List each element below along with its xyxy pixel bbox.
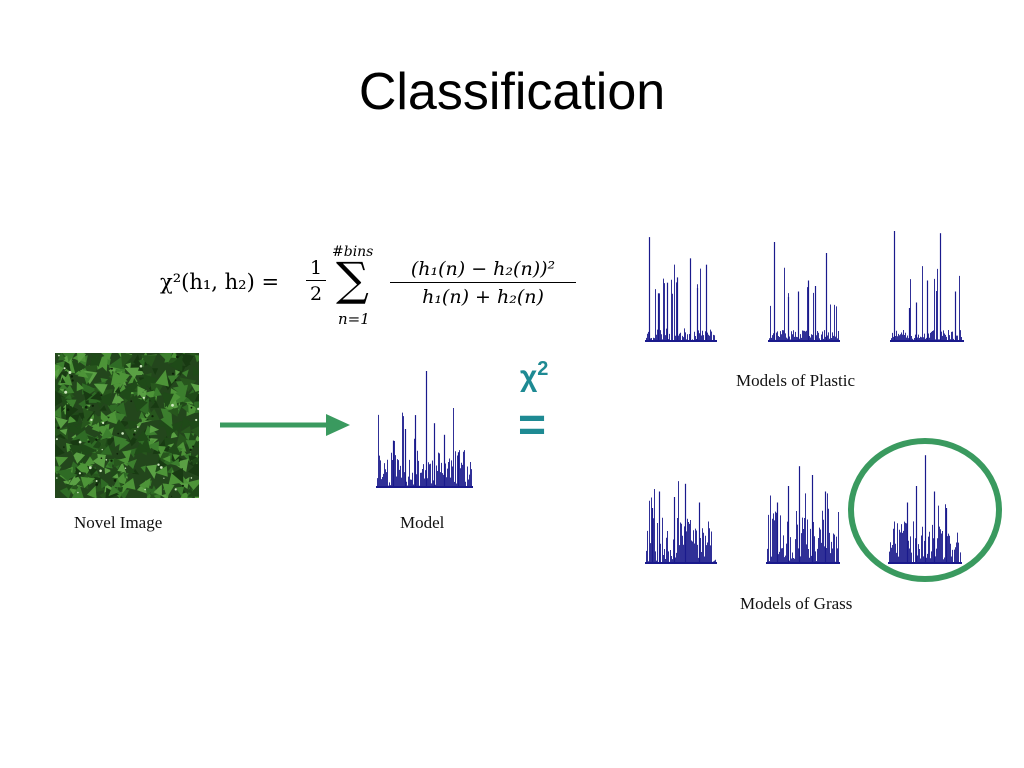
sum-symbol: ∑ bbox=[336, 252, 369, 306]
novel-image bbox=[55, 353, 199, 498]
formula-half-denominator: 2 bbox=[309, 283, 323, 305]
right-arrow-icon bbox=[220, 414, 350, 436]
fraction-denominator: h₁(n) + h₂(n) bbox=[422, 286, 544, 308]
model-caption: Model bbox=[400, 513, 445, 532]
plastic-histogram-3 bbox=[890, 231, 964, 342]
plastic-histogram-2 bbox=[768, 242, 840, 342]
sum-lower-limit: n=1 bbox=[338, 310, 370, 328]
slide-title: Classification bbox=[358, 63, 666, 121]
models-of-grass-caption: Models of Grass bbox=[740, 594, 853, 613]
models-of-plastic-caption: Models of Plastic bbox=[736, 371, 855, 390]
novel-image-caption: Novel Image bbox=[74, 513, 163, 532]
sum-upper-limit: #bins bbox=[332, 244, 374, 260]
formula-lhs: χ²(h₁, h₂) = bbox=[160, 270, 280, 294]
model-histogram bbox=[376, 371, 473, 488]
grass-histogram-2 bbox=[766, 466, 840, 564]
circle-highlight bbox=[848, 438, 1002, 582]
formula-half: 1 2 bbox=[306, 256, 326, 307]
plastic-histogram-1 bbox=[645, 237, 717, 342]
chi-square-symbol: χ2 bbox=[520, 358, 548, 394]
grass-histogram-1 bbox=[645, 481, 717, 564]
chi-exponent: 2 bbox=[537, 358, 549, 380]
chi-square-formula: χ²(h₁, h₂) = 1 2 #bins ∑ n=1 (h₁(n) − h₂… bbox=[160, 242, 600, 332]
formula-half-numerator: 1 bbox=[306, 256, 326, 281]
fraction-numerator: (h₁(n) − h₂(n))² bbox=[390, 256, 576, 283]
chi-letter: χ bbox=[520, 360, 538, 393]
equals-sign: = bbox=[518, 399, 547, 452]
formula-fraction: (h₁(n) − h₂(n))² h₁(n) + h₂(n) bbox=[390, 256, 576, 311]
grass-histogram-3 bbox=[888, 455, 962, 564]
